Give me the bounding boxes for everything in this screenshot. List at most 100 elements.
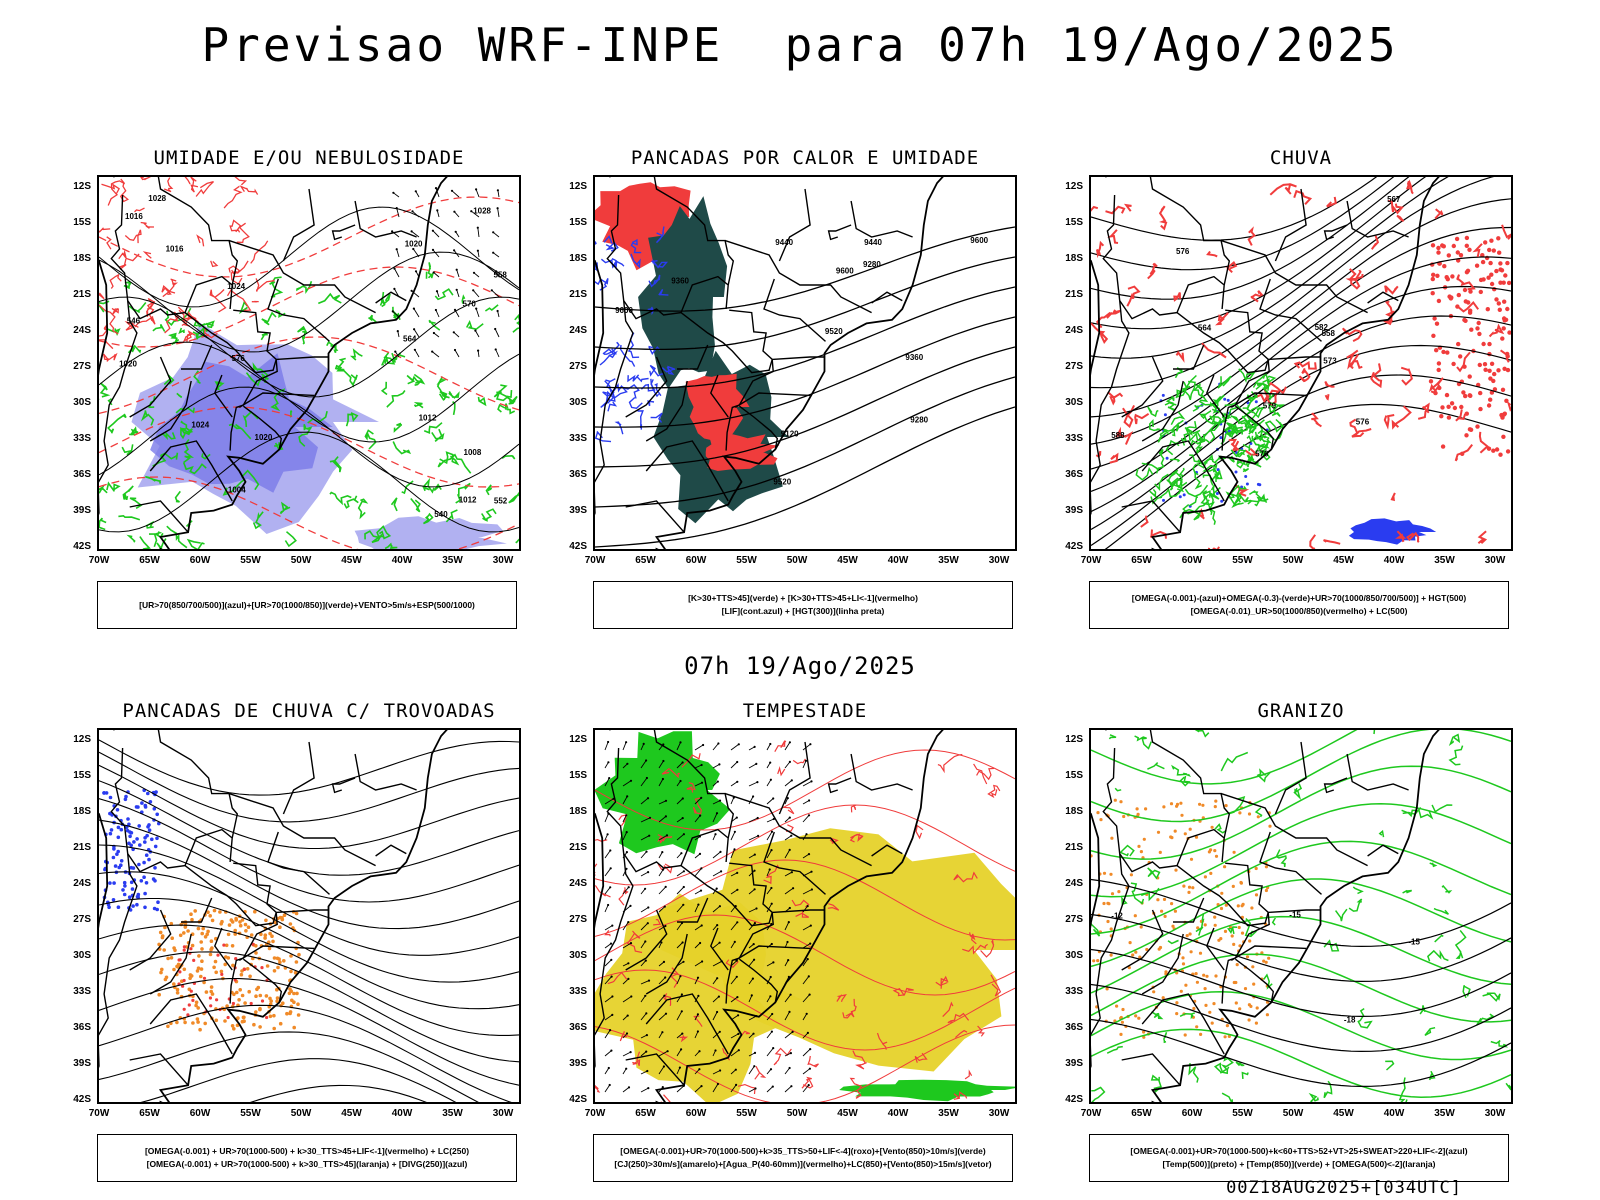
contour-label: 1004: [228, 485, 246, 494]
panel-title: UMIDADE E/OU NEBULOSIDADE: [153, 147, 465, 169]
lat-tick-label: 15S: [73, 770, 91, 781]
legend-line: [CJ(250)>30m/s](amarelo)+[Agua_P(40-60mm…: [614, 1159, 992, 1169]
lat-tick-label: 42S: [569, 1094, 587, 1105]
lon-tick-label: 55W: [1232, 1108, 1253, 1119]
lon-tick-label: 45W: [837, 1108, 858, 1119]
legend-line: [K>30+TTS>45](verde) + [K>30+TTS>45+LI<-…: [688, 593, 918, 603]
lat-tick-label: 39S: [73, 505, 91, 516]
map-canvas: [99, 730, 519, 1102]
lon-tick-label: 35W: [938, 1108, 959, 1119]
lat-tick-label: 30S: [73, 950, 91, 961]
lon-tick-label: 65W: [1131, 555, 1152, 566]
contour-label: 1024: [191, 421, 209, 430]
contour-label: 1012: [459, 496, 477, 505]
legend-line: [Temp(500)](preto) + [Temp(850)](verde) …: [1162, 1159, 1436, 1169]
panel-legend: [OMEGA(-0.001)-(azul)+OMEGA(-0.3)-(verde…: [1089, 581, 1509, 629]
lat-tick-label: 36S: [569, 469, 587, 480]
contour-label: 579: [1263, 402, 1277, 411]
lat-tick-label: 27S: [1065, 914, 1083, 925]
contour-label: 1024: [227, 282, 245, 291]
legend-line: [OMEGA(-0.001)-(azul)+OMEGA(-0.3)-(verde…: [1131, 593, 1467, 603]
contour-label: 564: [403, 334, 417, 343]
map-canvas: 9600 9600 9600 9520 9520 9440 9440 9360 9360 9280…: [595, 177, 1015, 549]
panel-tempestade: TEMPESTADE [OMEGA(-0.001)+UR>70(1000-500…: [569, 700, 1017, 1184]
lon-tick-label: 40W: [1383, 555, 1405, 566]
lon-tick-label: 40W: [887, 555, 909, 566]
lat-tick-label: 21S: [569, 842, 587, 853]
contour-label: 558: [494, 270, 508, 279]
lat-tick-label: 30S: [1065, 950, 1083, 961]
lon-tick-label: 30W: [988, 1108, 1010, 1119]
contour-label: 567: [1387, 195, 1401, 204]
lat-tick-label: 18S: [569, 253, 587, 264]
lon-tick-label: 50W: [786, 555, 808, 566]
lon-tick-label: 60W: [685, 1108, 707, 1119]
lon-tick-label: 60W: [189, 555, 211, 566]
map-granizo: -12 -15 -18 -15: [1089, 728, 1513, 1104]
lat-tick-label: 24S: [73, 878, 91, 889]
contour-label: 576: [232, 354, 246, 363]
contour-label: 576: [1176, 247, 1190, 256]
lat-tick-label: 30S: [73, 397, 91, 408]
map-canvas: 1020 1020 1016 1012 1008 1004 1012 1016 1020 1024…: [99, 177, 519, 549]
contour-label: -12: [1111, 912, 1123, 921]
contour-label: 9600: [970, 236, 988, 245]
lon-tick-label: 45W: [341, 555, 362, 566]
legend-line: [OMEGA(-0.001) + UR>70(1000-500) + k>30_…: [144, 1146, 470, 1156]
lat-tick-label: 33S: [569, 433, 587, 444]
panel-granizo: GRANIZO -12 -15 -18 -15 [OMEGA(-0.001)+UR>7…: [1065, 700, 1513, 1184]
lat-tick-label: 24S: [1065, 878, 1083, 889]
lat-tick-label: 15S: [1065, 217, 1083, 228]
map-canvas: -12 -15 -18 -15: [1091, 730, 1511, 1102]
lon-tick-label: 40W: [1383, 1108, 1405, 1119]
lon-tick-label: 30W: [492, 555, 514, 566]
lat-tick-label: 33S: [569, 986, 587, 997]
panel-chuva: CHUVA 588 582 576 579 576 573 570 567 564 558 [OM…: [1065, 147, 1513, 631]
lon-tick-label: 50W: [290, 555, 312, 566]
lat-tick-label: 18S: [1065, 806, 1083, 817]
legend-line: [OMEGA(-0.001)+UR>70(1000-500)+k>35_TTS>…: [620, 1146, 986, 1156]
legend-line: [OMEGA(-0.001) + UR>70(1000-500) + k>30_…: [146, 1159, 468, 1169]
contour-label: 576: [1356, 418, 1370, 427]
lon-tick-label: 45W: [341, 1108, 362, 1119]
contour-label: 9280: [910, 416, 928, 425]
lat-tick-label: 15S: [569, 770, 587, 781]
lon-tick-label: 55W: [240, 555, 261, 566]
lon-tick-label: 60W: [1181, 1108, 1203, 1119]
contour-label: 546: [127, 316, 141, 325]
lat-tick-label: 21S: [73, 842, 91, 853]
panel-title: GRANIZO: [1257, 700, 1345, 722]
lat-tick-label: 27S: [73, 361, 91, 372]
lat-tick-label: 39S: [569, 505, 587, 516]
lon-tick-label: 70W: [1080, 1108, 1102, 1119]
lat-tick-label: 36S: [73, 469, 91, 480]
lat-tick-label: 42S: [1065, 1094, 1083, 1105]
lat-tick-label: 24S: [73, 325, 91, 336]
lon-tick-label: 50W: [786, 1108, 808, 1119]
lon-tick-label: 35W: [938, 555, 959, 566]
lat-tick-label: 42S: [569, 541, 587, 552]
panel-legend: [OMEGA(-0.001)+UR>70(1000-500)+k>35_TTS>…: [593, 1134, 1013, 1182]
contour-label: 570: [1255, 450, 1269, 459]
lon-tick-label: 35W: [442, 555, 463, 566]
lon-tick-label: 60W: [1181, 555, 1203, 566]
lon-tick-label: 50W: [1282, 1108, 1304, 1119]
lat-tick-label: 15S: [1065, 770, 1083, 781]
lon-tick-label: 70W: [88, 555, 110, 566]
lat-tick-label: 27S: [569, 361, 587, 372]
lon-tick-label: 60W: [189, 1108, 211, 1119]
lat-tick-label: 12S: [569, 734, 587, 745]
lat-tick-label: 36S: [1065, 469, 1083, 480]
panel-title: CHUVA: [1269, 147, 1333, 169]
lon-tick-label: 50W: [290, 1108, 312, 1119]
lon-tick-label: 55W: [736, 555, 757, 566]
contour-label: 558: [1322, 329, 1336, 338]
contour-label: 1016: [125, 212, 143, 221]
contour-label: 9440: [775, 238, 793, 247]
lon-tick-label: 35W: [442, 1108, 463, 1119]
lon-tick-label: 70W: [1080, 555, 1102, 566]
lat-tick-label: 12S: [73, 734, 91, 745]
panel-umidade: UMIDADE E/OU NEBULOSIDADE 1020 1020 1016 10…: [73, 147, 521, 631]
contour-label: 1028: [148, 194, 166, 203]
lat-tick-label: 33S: [1065, 986, 1083, 997]
